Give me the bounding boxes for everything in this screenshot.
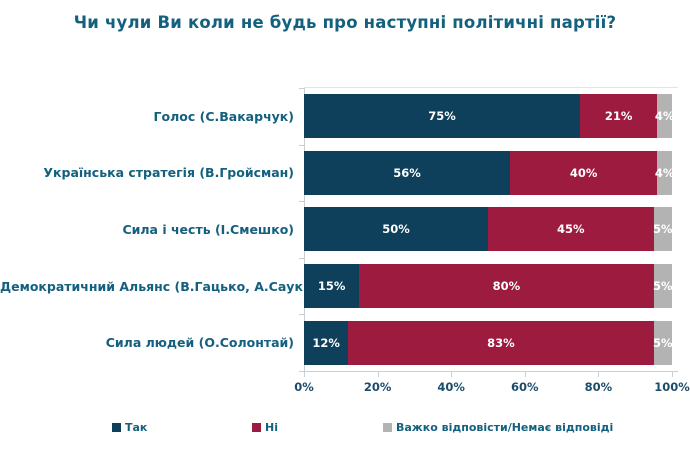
value-label: 12% xyxy=(312,335,340,350)
value-label: 45% xyxy=(557,222,585,237)
value-label: 56% xyxy=(393,165,421,180)
bar-segment-yes: 15% xyxy=(304,264,360,309)
value-label: 5% xyxy=(653,279,673,294)
bar-row: Голос (С.Вакарчук) 75% 21% 4% xyxy=(0,88,675,145)
stacked-bar: 56% 40% 4% xyxy=(304,150,675,195)
value-label: 4% xyxy=(654,165,675,180)
x-tick-label: 80% xyxy=(584,380,613,394)
value-label: 15% xyxy=(317,279,346,294)
bar-segment-yes: 56% xyxy=(304,150,511,195)
legend-item-na: Важко відповісти/Немає відповіді xyxy=(383,421,613,434)
x-axis-tick xyxy=(525,372,526,377)
x-tick-label: 20% xyxy=(363,380,392,394)
legend-label: Ні xyxy=(265,421,278,434)
legend-swatch-icon xyxy=(383,423,392,432)
y-axis-tick xyxy=(299,145,304,146)
x-axis-tick xyxy=(378,372,379,377)
bar-segment-yes: 75% xyxy=(304,94,580,139)
bar-row: Сила людей (О.Солонтай) 12% 83% 5% xyxy=(0,314,673,371)
bar-row: Сила і честь (І.Смешко) 50% 45% 5% xyxy=(0,201,673,258)
y-axis-tick xyxy=(299,258,304,259)
x-tick-label: 40% xyxy=(437,380,465,394)
y-axis-tick xyxy=(299,371,304,372)
legend-swatch-icon xyxy=(252,423,261,432)
bar-row: Українська стратегія (В.Гройсман) 56% 40% 4… xyxy=(0,145,675,202)
x-axis-tick xyxy=(672,372,673,377)
legend-swatch-icon xyxy=(112,423,121,432)
legend: Так Ні Важко відповісти/Немає відповіді xyxy=(0,421,690,439)
bar-segment-no: 80% xyxy=(359,264,654,309)
plot-area: Голос (С.Вакарчук) 75% 21% 4% Українська стр… xyxy=(0,88,675,371)
bar-segment-yes: 12% xyxy=(304,320,349,365)
value-label: 40% xyxy=(569,165,598,180)
chart-title: Чи чули Ви коли не будь про наступні пол… xyxy=(73,13,617,32)
legend-label: Важко відповісти/Немає відповіді xyxy=(396,421,614,434)
value-label: 4% xyxy=(654,109,675,124)
bar-row: Демократичний Альянс (В.Гацько, А.Саук) 1… xyxy=(0,258,673,315)
y-axis-tick xyxy=(299,314,304,315)
category-label: Демократичний Альянс (В.Гацько, А.Саук) xyxy=(0,278,309,294)
legend-item-yes: Так xyxy=(112,421,147,434)
bar-segment-yes: 50% xyxy=(304,207,488,252)
y-axis-tick xyxy=(299,88,304,89)
value-label: 5% xyxy=(653,222,673,237)
bar-segment-no: 83% xyxy=(348,320,654,365)
x-axis-tick xyxy=(451,372,452,377)
category-label: Сила людей (О.Солонтай) xyxy=(105,335,294,351)
stacked-bar: 12% 83% 5% xyxy=(304,320,673,365)
bar-segment-na: 4% xyxy=(654,150,675,195)
bar-segment-na: 5% xyxy=(653,320,673,365)
bar-segment-na: 5% xyxy=(653,207,673,252)
category-label: Голос (С.Вакарчук) xyxy=(153,108,294,124)
x-tick-label: 100% xyxy=(654,380,690,394)
x-axis-line xyxy=(299,371,678,372)
legend-label: Так xyxy=(125,421,148,434)
stacked-bar: 15% 80% 5% xyxy=(304,264,673,309)
stacked-bar: 50% 45% 5% xyxy=(304,207,673,252)
x-tick-label: 0% xyxy=(294,380,314,394)
category-label: Українська стратегія (В.Гройсман) xyxy=(43,165,294,181)
x-axis-tick xyxy=(304,372,305,377)
value-label: 21% xyxy=(604,109,633,124)
value-label: 80% xyxy=(492,279,521,294)
value-label: 50% xyxy=(382,222,410,237)
x-tick-label: 60% xyxy=(511,380,539,394)
bar-segment-no: 45% xyxy=(488,207,654,252)
legend-item-no: Ні xyxy=(252,421,278,434)
value-label: 75% xyxy=(428,109,456,124)
y-axis-tick xyxy=(299,201,304,202)
bar-segment-no: 40% xyxy=(510,150,658,195)
bar-segment-na: 4% xyxy=(654,94,675,139)
x-axis-tick xyxy=(598,372,599,377)
stacked-bar: 75% 21% 4% xyxy=(304,94,675,139)
x-axis-tick-labels: 0% 20% 40% 60% 80% 100% xyxy=(294,380,690,396)
value-label: 83% xyxy=(487,335,515,350)
bar-segment-na: 5% xyxy=(653,264,673,309)
category-label: Сила і честь (І.Смешко) xyxy=(122,221,294,237)
value-label: 5% xyxy=(653,335,673,350)
bar-segment-no: 21% xyxy=(580,94,658,139)
plot-top-border xyxy=(304,87,678,88)
